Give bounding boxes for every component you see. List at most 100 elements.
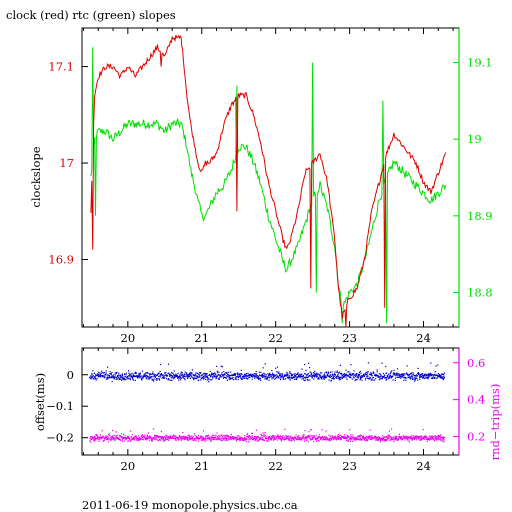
offset-point <box>261 375 263 377</box>
rndtrip-point <box>97 437 99 439</box>
offset-point <box>124 376 126 378</box>
offset-point <box>122 377 124 379</box>
rndtrip-point <box>331 438 333 440</box>
offset-point <box>344 375 346 378</box>
rndtrip-point <box>162 438 164 440</box>
rndtrip-point <box>197 435 199 437</box>
offset-point <box>195 372 197 374</box>
rndtrip-point <box>293 437 295 439</box>
offset-point <box>366 373 368 375</box>
offset-point <box>301 375 303 377</box>
offset-point <box>430 377 433 379</box>
rndtrip-point <box>396 439 399 441</box>
rndtrip-point <box>384 439 387 442</box>
rndtrip-point <box>349 437 351 439</box>
rndtrip-point <box>182 436 184 438</box>
rndtrip-point <box>98 437 100 439</box>
rndtrip-point <box>137 439 139 441</box>
rndtrip-point <box>126 437 128 439</box>
offset-point <box>121 379 123 381</box>
rndtrip-point <box>264 439 266 441</box>
rndtrip-point <box>147 437 149 439</box>
offset-point <box>324 372 326 374</box>
rndtrip-point <box>159 439 161 441</box>
offset-point <box>276 374 278 376</box>
offset-point <box>108 375 110 377</box>
bottom-right-tick-label: 0.2 <box>467 430 485 444</box>
rndtrip-point <box>170 436 172 438</box>
offset-point <box>99 374 101 376</box>
rndtrip-point <box>371 435 373 437</box>
offset-point <box>129 378 131 381</box>
offset-point <box>217 377 219 379</box>
rndtrip-point <box>114 439 116 441</box>
offset-point <box>341 377 343 379</box>
rndtrip-point <box>136 436 138 438</box>
rndtrip-point <box>104 435 107 437</box>
offset-point <box>333 375 335 378</box>
offset-point <box>363 374 365 376</box>
offset-point <box>306 377 308 379</box>
rndtrip-point <box>188 439 190 441</box>
offset-point <box>260 371 262 373</box>
rndtrip-point <box>148 437 150 439</box>
offset-point <box>329 375 331 378</box>
chart-title: clock (red) rtc (green) slopes <box>6 8 176 22</box>
offset-point <box>332 374 334 377</box>
rndtrip-point <box>438 435 440 437</box>
rndtrip-point <box>350 438 352 440</box>
offset-point <box>194 377 196 379</box>
offset-point <box>414 377 417 379</box>
offset-point <box>106 374 109 376</box>
rndtrip-point <box>165 438 167 440</box>
rndtrip-point <box>435 439 437 441</box>
rndtrip-point <box>211 435 213 437</box>
rndtrip-point <box>90 438 92 440</box>
offset-point <box>260 379 262 381</box>
rndtrip-point <box>233 436 235 438</box>
offset-point <box>132 376 134 378</box>
offset-point <box>128 378 130 380</box>
offset-point <box>188 373 190 376</box>
offset-point <box>322 375 324 377</box>
offset-point <box>148 376 150 379</box>
rndtrip-point <box>160 438 162 440</box>
rndtrip-point <box>187 439 189 441</box>
offset-point <box>296 378 298 380</box>
rndtrip-point <box>112 435 114 437</box>
offset-point <box>318 377 320 379</box>
offset-point <box>251 375 253 378</box>
offset-point <box>112 374 115 376</box>
offset-point <box>375 377 377 380</box>
rndtrip-point <box>282 437 284 439</box>
offset-point <box>358 372 361 374</box>
rndtrip-point <box>414 437 417 439</box>
rndtrip-point <box>258 436 260 438</box>
offset-point <box>178 377 180 379</box>
offset-point <box>254 376 256 378</box>
rndtrip-point <box>340 437 342 439</box>
rndtrip-point <box>212 436 214 439</box>
offset-point <box>327 371 329 373</box>
offset-point <box>107 377 109 379</box>
offset-point <box>384 377 386 379</box>
rndtrip-point <box>150 437 152 439</box>
rndtrip-point <box>333 438 335 440</box>
rndtrip-point <box>428 435 430 437</box>
offset-point <box>359 379 361 381</box>
rndtrip-point <box>411 438 413 440</box>
rndtrip-point <box>439 438 441 440</box>
offset-point <box>406 374 409 376</box>
offset-point <box>428 373 430 375</box>
offset-point <box>152 373 154 375</box>
offset-point <box>227 374 229 376</box>
rndtrip-point <box>158 436 160 438</box>
offset-point <box>297 376 299 379</box>
rndtrip-point <box>97 436 99 438</box>
offset-point <box>152 379 154 381</box>
offset-point <box>164 372 166 374</box>
offset-point <box>431 374 433 376</box>
offset-point <box>372 379 374 381</box>
offset-point <box>119 374 121 376</box>
offset-point <box>180 379 182 381</box>
